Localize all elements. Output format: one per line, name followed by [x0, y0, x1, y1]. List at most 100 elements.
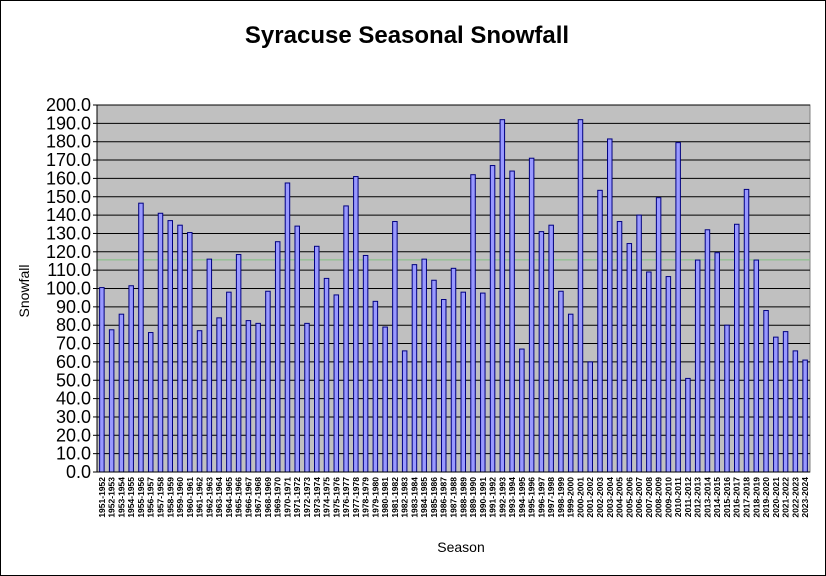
- x-tick-label: 1988-1989: [458, 477, 468, 518]
- bar-2001-2002: [587, 361, 593, 473]
- bar-1977-1978: [353, 176, 359, 473]
- bar-1958-1959: [167, 220, 173, 473]
- bar-1975-1976: [333, 294, 340, 473]
- bar-1996-1997: [538, 231, 545, 473]
- x-tick-label: 1959-1960: [175, 477, 185, 518]
- bar-2016-2017: [734, 223, 740, 473]
- x-tick-label: 1957-1958: [155, 477, 165, 518]
- bar-1956-1957: [147, 332, 154, 473]
- bar-1960-1961: [187, 232, 193, 473]
- x-tick-label: 1962-1963: [204, 477, 214, 518]
- x-tick-label: 2007-2008: [644, 477, 654, 518]
- bar-2013-2014: [704, 229, 711, 473]
- x-tick-label: 1960-1961: [185, 477, 195, 518]
- x-tick-label: 1999-2000: [566, 477, 576, 518]
- bar-1998-1999: [558, 290, 564, 473]
- bar-1964-1965: [226, 291, 232, 473]
- x-tick-label: 1994-1995: [517, 477, 527, 518]
- x-tick-label: 2020-2021: [771, 477, 781, 518]
- x-tick-label: 1952-1953: [107, 477, 117, 518]
- y-tick-label: 150.0: [46, 187, 91, 207]
- x-tick-label: 1964-1965: [224, 477, 234, 518]
- bar-1954-1955: [128, 285, 134, 473]
- x-tick-label: 1961-1962: [195, 477, 205, 518]
- x-tick-label: 2021-2022: [781, 477, 791, 518]
- y-tick-label: 160.0: [46, 168, 91, 188]
- x-tick-label: 1966-1967: [243, 477, 253, 518]
- x-tick-label: 2018-2019: [751, 477, 761, 518]
- bar-1971-1972: [294, 225, 300, 473]
- bar-1953-1954: [118, 313, 125, 473]
- x-tick-label: 2011-2012: [683, 477, 693, 517]
- x-tick-label: 2015-2016: [722, 477, 732, 518]
- y-tick-labels: 0.010.020.030.040.050.060.070.080.090.01…: [46, 95, 97, 482]
- bar-1981-1982: [392, 221, 398, 473]
- x-tick-label: 1981-1982: [390, 477, 400, 518]
- y-tick-label: 90.0: [56, 297, 91, 317]
- bar-1952-1953: [108, 329, 115, 473]
- x-tick-label: 1985-1986: [429, 477, 439, 518]
- bar-1992-1993: [499, 119, 506, 473]
- y-tick-label: 130.0: [46, 223, 91, 243]
- bar-1986-1987: [440, 299, 447, 473]
- x-tick-label: 2022-2023: [790, 477, 800, 518]
- x-tick-label: 1969-1970: [273, 477, 283, 518]
- y-tick-label: 0.0: [66, 462, 91, 482]
- bar-2005-2006: [626, 243, 633, 473]
- y-tick-label: 140.0: [46, 205, 91, 225]
- x-tick-label: 2017-2018: [742, 477, 752, 518]
- bar-1990-1991: [480, 292, 486, 473]
- y-tick-label: 100.0: [46, 279, 91, 299]
- x-tick-label: 1997-1998: [546, 477, 556, 518]
- x-tick-label: 2014-2015: [712, 477, 722, 518]
- bar-2023-2024: [802, 359, 808, 473]
- x-tick-label: 2013-2014: [702, 477, 712, 518]
- bar-1967-1968: [255, 322, 261, 473]
- x-tick-label: 2009-2010: [663, 477, 673, 518]
- x-tick-label: 1974-1975: [322, 477, 332, 518]
- bar-1984-1985: [421, 258, 427, 473]
- bar-1988-1989: [460, 291, 467, 473]
- x-tick-label: 1978-1979: [361, 477, 371, 518]
- x-tick-label: 1977-1978: [351, 477, 361, 518]
- x-tick-label: 1989-1990: [468, 477, 478, 518]
- x-tick-label: 1975-1976: [331, 477, 341, 518]
- x-tick-label: 1967-1968: [253, 477, 263, 518]
- x-tick-label: 1996-1997: [536, 477, 546, 518]
- y-tick-label: 180.0: [46, 132, 91, 152]
- x-tick-label: 1987-1988: [449, 477, 459, 518]
- bar-1972-1973: [304, 322, 310, 473]
- bar-1995-1996: [528, 157, 535, 473]
- bar-2007-2008: [646, 271, 652, 473]
- bar-2008-2009: [655, 197, 662, 473]
- bar-1994-1995: [519, 348, 525, 473]
- bar-1993-1994: [509, 170, 515, 473]
- bar-2004-2005: [616, 221, 623, 473]
- x-tick-label: 1968-1969: [263, 477, 273, 518]
- x-tick-label: 2006-2007: [634, 477, 644, 518]
- bar-1968-1969: [265, 290, 271, 473]
- bar-1983-1984: [411, 264, 418, 473]
- x-tick-label: 1984-1985: [419, 477, 429, 518]
- bar-2009-2010: [665, 276, 672, 473]
- y-tick-label: 200.0: [46, 95, 91, 115]
- x-tick-label: 1972-1973: [302, 477, 312, 518]
- x-tick-label: 1955-1956: [136, 477, 146, 518]
- x-tick-label: 2008-2009: [654, 477, 664, 518]
- bar-1974-1975: [323, 277, 330, 473]
- bar-2021-2022: [782, 331, 789, 473]
- x-tick-label: 1971-1972: [292, 477, 302, 518]
- x-tick-label: 1990-1991: [478, 477, 488, 518]
- x-tick-label: 1958-1959: [165, 477, 175, 518]
- x-tick-label: 1979-1980: [370, 477, 380, 518]
- x-axis-title: Season: [437, 539, 484, 555]
- x-tick-labels: 1951-1952 1952-1953 1953-1954 1954-1955 1955…: [97, 477, 810, 518]
- bar-2011-2012: [685, 377, 691, 473]
- bar-2012-2013: [694, 259, 701, 473]
- y-tick-label: 110.0: [47, 260, 91, 280]
- x-tick-label: 2016-2017: [732, 477, 742, 518]
- x-tick-label: 1951-1952: [97, 477, 107, 518]
- bar-2014-2015: [714, 252, 720, 473]
- bar-2000-2001: [577, 119, 584, 473]
